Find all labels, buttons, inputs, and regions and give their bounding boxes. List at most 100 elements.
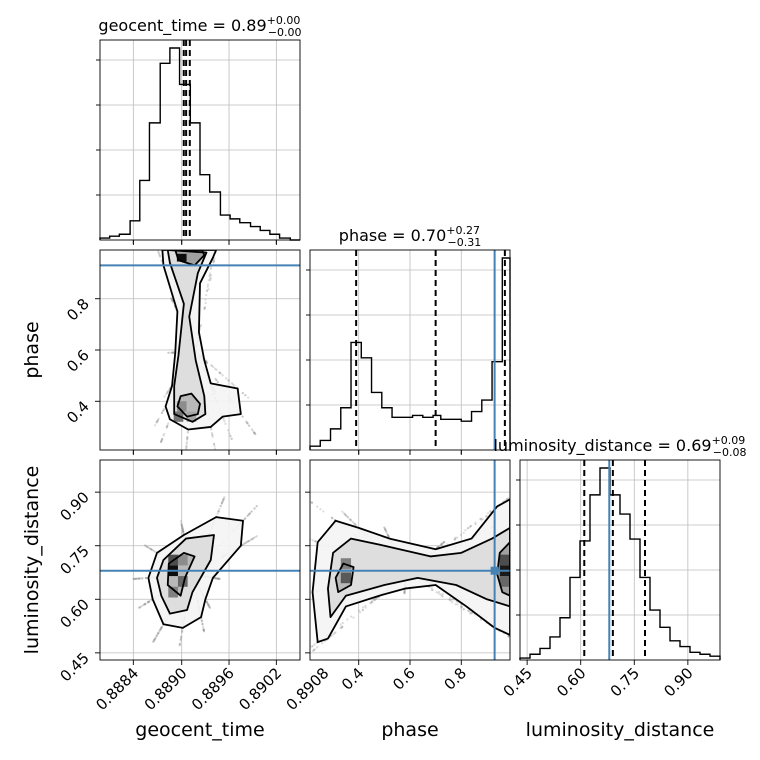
sample-point — [460, 605, 464, 609]
sample-point — [180, 522, 183, 525]
panel-geocent_time-vs-luminosity_distance — [100, 496, 300, 647]
sample-point — [178, 643, 181, 646]
sample-point — [167, 351, 170, 354]
sample-point — [132, 577, 135, 581]
sample-point — [489, 510, 492, 513]
sample-point — [204, 298, 207, 301]
sample-point — [170, 351, 174, 354]
sample-point — [205, 601, 209, 604]
sample-point — [206, 601, 209, 605]
sample-point — [217, 577, 220, 580]
sample-point — [341, 621, 344, 625]
sample-point — [469, 612, 472, 615]
x-axis-label-geocent_time: geocent_time — [135, 719, 264, 741]
sample-point — [466, 527, 469, 530]
sample-point — [215, 379, 218, 382]
sample-point — [165, 392, 168, 396]
sample-point — [153, 638, 156, 641]
sample-point — [439, 543, 443, 546]
sample-point — [243, 542, 247, 545]
sample-point — [310, 501, 314, 504]
sample-point — [186, 431, 189, 434]
sample-point — [243, 542, 246, 545]
sample-point — [403, 590, 406, 593]
sample-point — [157, 251, 160, 254]
sample-point — [244, 394, 247, 397]
sample-point — [199, 323, 202, 327]
sample-point — [403, 590, 406, 593]
sample-point — [181, 525, 184, 528]
sample-point — [506, 634, 510, 638]
sample-point — [181, 529, 185, 533]
sample-point — [143, 544, 146, 547]
sample-point — [437, 590, 440, 593]
sample-point — [331, 516, 334, 520]
sample-point — [181, 527, 184, 530]
sample-point — [159, 628, 162, 631]
sample-point — [357, 609, 361, 612]
sample-point — [155, 421, 158, 424]
sample-point — [342, 512, 346, 515]
sample-point — [211, 435, 214, 438]
sample-point — [470, 611, 474, 614]
sample-point — [375, 597, 378, 600]
sample-point — [180, 635, 183, 639]
sample-point — [403, 591, 406, 594]
sample-point — [352, 616, 355, 619]
sample-point — [313, 643, 316, 646]
sample-point — [186, 438, 189, 441]
sample-point — [186, 437, 189, 440]
sample-point — [150, 548, 154, 551]
sample-point — [138, 577, 141, 580]
sample-point — [231, 383, 235, 386]
sample-point — [145, 545, 149, 548]
sample-point — [205, 600, 208, 604]
sample-point — [386, 534, 390, 537]
sample-point — [255, 504, 258, 508]
sample-point — [222, 498, 225, 501]
sample-point — [248, 539, 251, 542]
sample-point — [227, 429, 230, 432]
sample-point — [449, 596, 452, 599]
title-luminosity_distance: luminosity_distance = 0.69+0.09 −0.08 — [493, 434, 746, 459]
sample-point — [333, 631, 336, 635]
sample-point — [384, 528, 387, 532]
truth-marker — [490, 566, 499, 575]
sample-point — [153, 638, 156, 641]
panel-frame — [309, 459, 511, 661]
sample-point — [140, 604, 144, 608]
sample-point — [454, 603, 457, 606]
sample-point — [181, 530, 185, 533]
sample-point — [203, 306, 206, 310]
sample-point — [254, 535, 257, 539]
sample-point — [209, 279, 212, 282]
sample-point — [203, 306, 206, 310]
sample-point — [245, 421, 248, 424]
contour-line — [176, 392, 201, 418]
sample-point — [247, 539, 250, 543]
sample-point — [208, 605, 211, 608]
sample-point — [353, 522, 356, 525]
sample-point — [153, 638, 156, 641]
sample-point — [468, 610, 471, 613]
sample-point — [460, 606, 463, 609]
sample-point — [322, 510, 325, 513]
sample-point — [310, 645, 313, 648]
sample-point — [311, 501, 314, 504]
sample-point — [340, 626, 343, 629]
sample-point — [159, 627, 162, 630]
sample-point — [403, 590, 406, 593]
sample-point — [145, 545, 149, 548]
sample-point — [217, 577, 220, 580]
sample-point — [222, 498, 225, 502]
panel-frame — [99, 249, 301, 451]
sample-point — [132, 577, 136, 581]
sample-point — [201, 622, 204, 626]
sample-point — [200, 617, 203, 621]
sample-point — [251, 429, 254, 432]
sample-point — [205, 359, 208, 362]
sample-point — [383, 526, 386, 529]
sample-point — [205, 361, 208, 364]
sample-point — [180, 630, 184, 633]
sample-point — [370, 600, 373, 603]
